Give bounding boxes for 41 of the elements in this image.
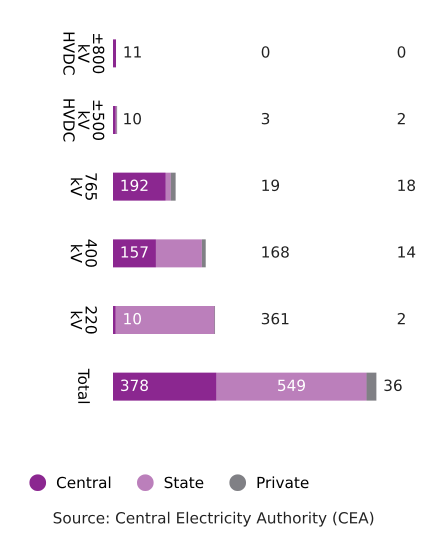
bar <box>113 172 166 201</box>
data-label: 10 <box>124 112 141 124</box>
annotation: 361 <box>262 312 288 324</box>
y-tick-label: 220 kV <box>70 306 97 334</box>
bar <box>116 306 214 334</box>
y-tick-label: ±800 kV HVDC <box>63 32 104 75</box>
text: 18 <box>398 180 416 192</box>
bar <box>113 239 156 268</box>
bar <box>366 372 376 401</box>
bar <box>113 39 116 68</box>
text: 0 <box>398 46 406 58</box>
y-tick-label: 765 kV <box>70 173 97 200</box>
data-label: 192 <box>122 180 148 192</box>
data-label: 378 <box>121 380 148 392</box>
legend-label: State <box>164 476 204 488</box>
bar <box>113 106 116 134</box>
y-tick-label: Total <box>78 368 90 404</box>
text: 2 <box>398 112 405 124</box>
legend-label: Private <box>258 476 308 488</box>
bar <box>113 306 116 334</box>
y-tick-label: 400 kV <box>70 240 97 267</box>
source-note: Source: Central Electricity Authority (CEA) <box>54 512 374 527</box>
text: 14 <box>398 246 416 258</box>
annotation: 168 <box>262 246 289 258</box>
data-label: 549 <box>278 380 305 392</box>
data-label: 36 <box>384 380 402 392</box>
legend-label: Central <box>56 476 110 488</box>
bar <box>170 172 176 201</box>
annotation: 0 <box>262 46 270 58</box>
text: 2 <box>398 312 405 324</box>
bar <box>216 372 367 401</box>
data-label: 11 <box>124 46 141 58</box>
data-label: 157 <box>122 246 148 258</box>
annotation: 3 <box>262 112 270 124</box>
y-tick-label: ±500 kV HVDC <box>63 99 104 142</box>
bar <box>113 372 216 401</box>
annotation: 19 <box>262 180 280 192</box>
bar <box>202 239 206 268</box>
data-label: 10 <box>124 312 141 324</box>
bar <box>156 239 202 268</box>
bar <box>166 172 171 201</box>
